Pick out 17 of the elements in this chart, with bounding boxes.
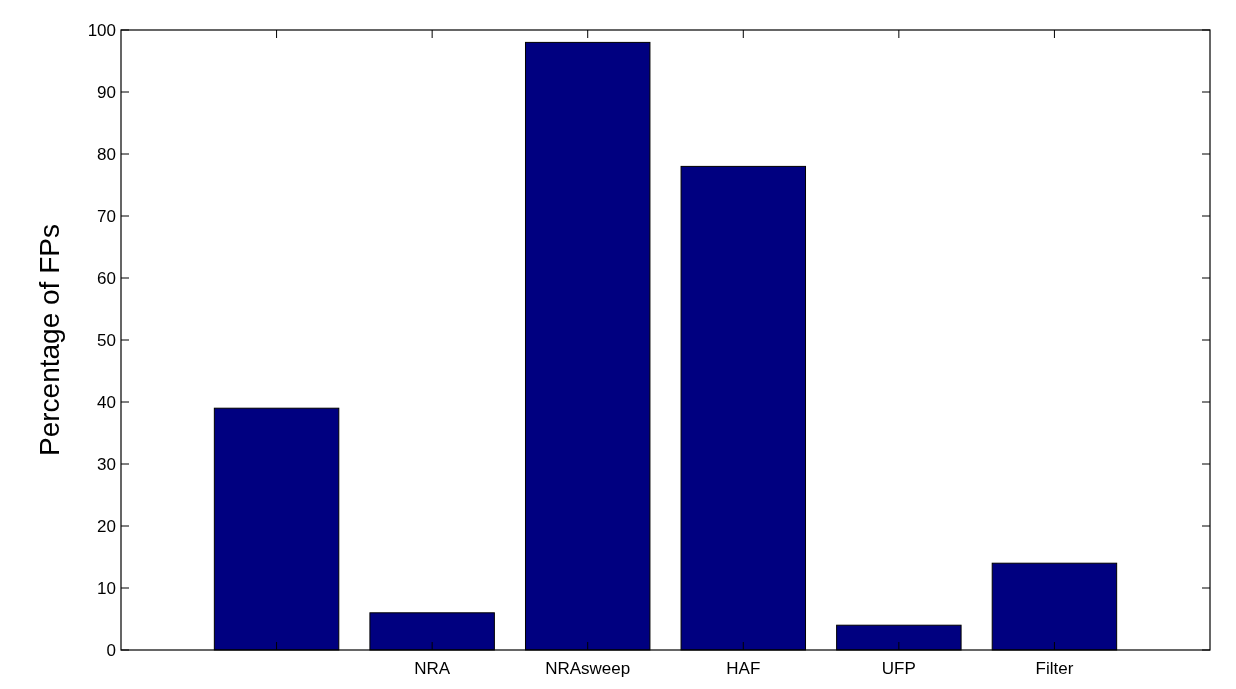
- y-tick-label: 0: [106, 640, 116, 660]
- y-tick-label: 50: [97, 330, 116, 350]
- y-tick-label: 30: [97, 454, 116, 474]
- y-tick-label: 70: [97, 206, 116, 226]
- y-tick-label: 80: [97, 144, 116, 164]
- y-tick-label: 90: [97, 82, 116, 102]
- y-axis-title: Percentage of FPs: [34, 224, 65, 456]
- x-tick-label: UFP: [881, 659, 916, 678]
- y-tick-label: 20: [97, 516, 116, 536]
- x-tick-label: NRAsweep: [545, 659, 631, 678]
- y-tick-label: 100: [87, 20, 116, 40]
- y-tick-label: 40: [97, 392, 116, 412]
- y-tick-label: 10: [97, 578, 116, 598]
- x-tick-label: NRA: [414, 659, 451, 678]
- x-tick-label: HAF: [726, 659, 761, 678]
- x-tick-label: Filter: [1035, 659, 1074, 678]
- y-tick-label: 60: [97, 268, 116, 288]
